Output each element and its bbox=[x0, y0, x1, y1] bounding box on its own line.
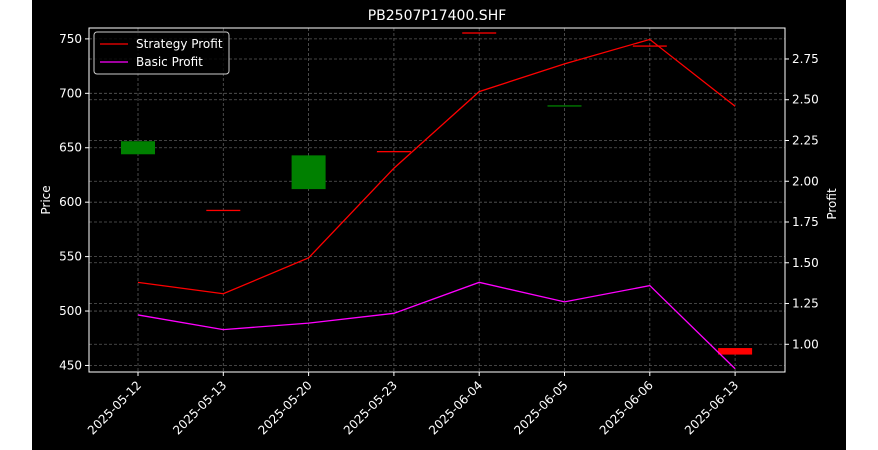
left-tick-label: 700 bbox=[59, 86, 82, 100]
legend: Strategy Profit Basic Profit bbox=[93, 31, 230, 75]
plot-frame bbox=[88, 27, 786, 373]
right-tick-label: 1.00 bbox=[792, 337, 819, 351]
legend-box bbox=[93, 31, 230, 75]
right-tick-label: 1.25 bbox=[792, 297, 819, 311]
right-tick-label: 1.75 bbox=[792, 215, 819, 229]
left-axis-label: Price bbox=[39, 185, 53, 214]
left-tick-label: 650 bbox=[59, 141, 82, 155]
left-tick-label: 750 bbox=[59, 32, 82, 46]
legend-label-strategy: Strategy Profit bbox=[136, 37, 223, 51]
candle-body bbox=[462, 32, 497, 34]
left-tick-label: 500 bbox=[59, 304, 82, 318]
candle-body bbox=[291, 155, 326, 190]
right-tick-label: 1.50 bbox=[792, 256, 819, 270]
right-axis-label: Profit bbox=[825, 188, 839, 220]
profit-lines bbox=[137, 38, 736, 370]
right-tick-label: 2.25 bbox=[792, 133, 819, 147]
candle-body bbox=[547, 105, 582, 107]
left-tick-label: 600 bbox=[59, 195, 82, 209]
candle-body bbox=[376, 151, 411, 153]
candles bbox=[121, 32, 753, 355]
right-tick-label: 2.75 bbox=[792, 52, 819, 66]
legend-label-basic: Basic Profit bbox=[136, 55, 203, 69]
left-tick-label: 550 bbox=[59, 250, 82, 264]
candle-body bbox=[206, 209, 241, 212]
strategy-profit-line bbox=[137, 38, 736, 295]
plot-area bbox=[89, 28, 785, 372]
left-axis: 450 500 550 600 650 700 750 bbox=[59, 32, 89, 372]
left-tick-label: 450 bbox=[59, 358, 82, 372]
right-tick-label: 2.50 bbox=[792, 93, 819, 107]
right-axis: 1.00 1.25 1.50 1.75 2.00 2.25 2.50 2.75 bbox=[785, 52, 819, 351]
right-tick-label: 2.00 bbox=[792, 174, 819, 188]
grid bbox=[89, 28, 785, 372]
chart-title: PB2507P17400.SHF bbox=[368, 8, 507, 24]
basic-profit-line bbox=[137, 281, 736, 370]
candle-body bbox=[718, 348, 753, 355]
candle-body bbox=[632, 45, 667, 47]
candle-body bbox=[121, 141, 155, 155]
